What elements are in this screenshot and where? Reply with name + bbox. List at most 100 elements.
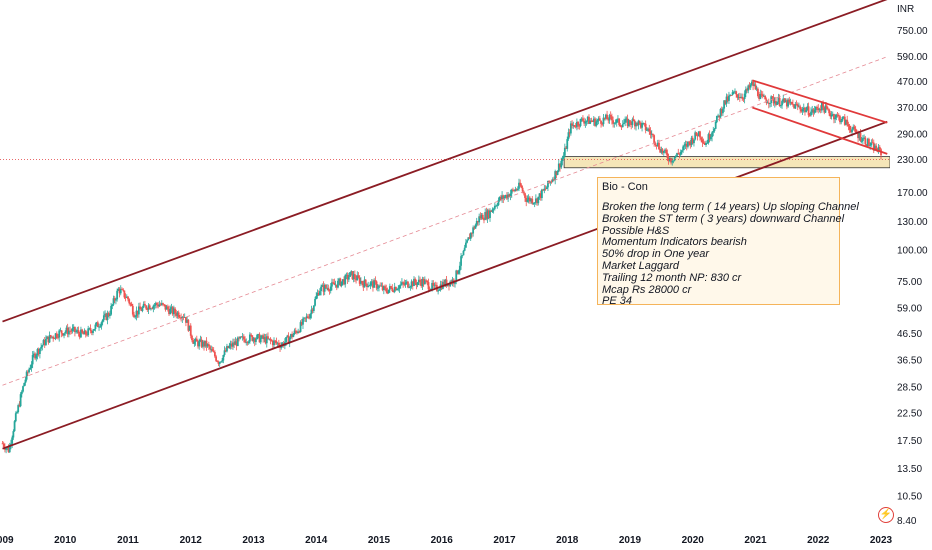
y-tick-label: 370.00 [897, 103, 928, 114]
candle-body [433, 284, 436, 286]
candle-body [829, 113, 832, 117]
candle-body [495, 205, 497, 207]
candle-body [798, 106, 800, 108]
candle-body [358, 277, 361, 284]
candle-body [637, 120, 640, 126]
candle-body [521, 187, 524, 192]
candle-body [617, 118, 619, 120]
candle-body [734, 91, 736, 93]
candle-body [162, 303, 164, 305]
candle-body [250, 334, 252, 336]
candle-body [434, 284, 437, 286]
candle-body [148, 305, 151, 310]
candle-body [264, 337, 267, 344]
candle-body [373, 280, 376, 288]
candle-body [363, 279, 366, 288]
candle-body [268, 338, 271, 340]
candle-body [580, 118, 583, 120]
candle-body [748, 85, 751, 88]
candle-body [130, 303, 133, 306]
candle-body [312, 305, 315, 311]
note-line: Momentum Indicators bearish [602, 236, 747, 249]
candle-body [735, 91, 738, 95]
candle-body [255, 339, 257, 342]
candle-body [230, 343, 233, 347]
candle-body [644, 123, 647, 131]
candle-body [201, 341, 204, 347]
candle-body [678, 153, 681, 155]
candle-body [96, 322, 99, 328]
candle-body [98, 326, 100, 328]
candle-body [750, 81, 753, 85]
candle-body [421, 279, 424, 287]
candle-body [707, 134, 710, 143]
candle-body [445, 279, 448, 286]
candle-body [661, 149, 664, 153]
candle-body [417, 279, 420, 283]
candle-body [296, 331, 298, 334]
candle-body [326, 287, 329, 289]
candle-body [188, 325, 191, 331]
candle-body [359, 281, 362, 284]
candle-body [303, 317, 306, 319]
candle-body [59, 330, 62, 332]
candle-body [680, 150, 683, 152]
candle-body [690, 137, 693, 146]
candle-body [747, 85, 750, 91]
candle-body [171, 307, 174, 315]
candle-body [658, 142, 660, 150]
candle-body [187, 319, 190, 331]
candle-body [70, 330, 73, 332]
candle-body [589, 120, 592, 124]
candle-body [773, 101, 776, 104]
analysis-note[interactable]: Bio - Con Broken the long term ( 14 year… [597, 177, 859, 307]
candle-body [443, 281, 446, 286]
candle-body [526, 199, 529, 202]
tradingview-flash-icon[interactable]: ⚡ [878, 507, 894, 523]
candle-body [374, 280, 377, 282]
candle-body [538, 193, 541, 197]
candle-body [411, 281, 414, 287]
candle-body [534, 198, 537, 203]
candle-body [699, 131, 701, 138]
candle-body [169, 308, 172, 315]
candle-body [25, 371, 28, 380]
candle-body [20, 391, 23, 395]
candle-body [801, 109, 804, 112]
candle-body [287, 335, 290, 343]
candle-body [749, 84, 752, 88]
candle-body [771, 96, 774, 98]
candle-body [156, 303, 158, 305]
candle-body [166, 306, 169, 310]
candle-body [673, 156, 676, 161]
candle-body [182, 316, 185, 318]
candle-body [131, 305, 134, 315]
candle-body [584, 121, 587, 124]
candle-body [469, 232, 472, 239]
candle-body [329, 286, 332, 291]
candle-body [370, 281, 373, 283]
candle-body [407, 281, 409, 288]
x-tick-label: 2012 [180, 535, 203, 546]
candle-body [569, 123, 572, 134]
candle-body [454, 281, 456, 284]
candle-body [687, 141, 689, 147]
candle-body [242, 336, 245, 340]
candle-body [119, 289, 122, 294]
candle-body [729, 95, 732, 96]
candle-body [376, 287, 379, 289]
candle-body [142, 303, 145, 308]
candle-body [204, 340, 207, 347]
candle-body [315, 295, 318, 299]
candle-body [350, 271, 353, 273]
candle-body [571, 123, 573, 126]
candle-body [89, 328, 92, 331]
candle-body [474, 224, 477, 229]
candle-body [90, 330, 93, 333]
candle-body [58, 330, 61, 338]
candle-body [610, 116, 613, 121]
candle-body [728, 95, 730, 101]
candle-body [782, 98, 785, 102]
candle-body [502, 195, 505, 199]
